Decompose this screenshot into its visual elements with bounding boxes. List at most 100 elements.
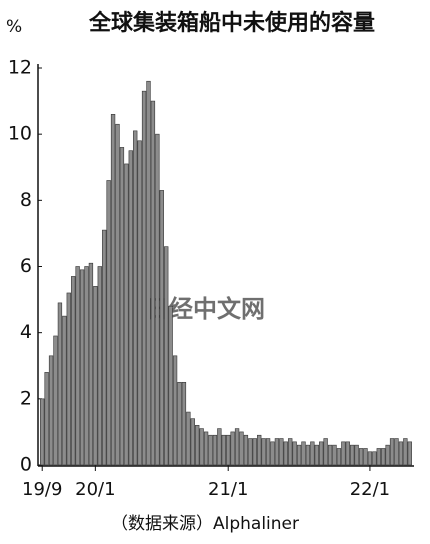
bar bbox=[93, 286, 98, 466]
bar bbox=[75, 266, 80, 466]
bar bbox=[274, 438, 280, 466]
bar bbox=[172, 355, 178, 466]
bar bbox=[221, 434, 226, 466]
bar bbox=[279, 438, 284, 466]
bar bbox=[358, 448, 364, 466]
bar bbox=[243, 434, 249, 466]
bar bbox=[372, 451, 377, 466]
y-tick-label: 6 bbox=[20, 255, 32, 277]
bar bbox=[102, 229, 107, 466]
bar bbox=[141, 90, 147, 466]
y-tick-label: 10 bbox=[8, 123, 32, 145]
x-tick-label: 22/1 bbox=[350, 479, 390, 500]
bar bbox=[124, 163, 129, 466]
x-tick-label: 21/1 bbox=[208, 479, 248, 500]
bar bbox=[181, 381, 187, 466]
bar bbox=[97, 266, 102, 466]
bar bbox=[133, 130, 138, 466]
bar bbox=[159, 190, 164, 466]
bar bbox=[177, 381, 182, 466]
bar bbox=[283, 441, 288, 466]
x-tick-label: 20/1 bbox=[75, 479, 115, 500]
bar bbox=[234, 428, 240, 466]
bar bbox=[217, 428, 222, 466]
bar bbox=[66, 292, 71, 466]
bar bbox=[381, 448, 386, 466]
bar bbox=[40, 398, 45, 466]
bar bbox=[53, 335, 58, 466]
bar bbox=[88, 262, 94, 466]
unit: % bbox=[6, 17, 22, 37]
bar bbox=[327, 444, 333, 466]
chart-title: 全球集装箱船中未使用的容量 bbox=[88, 10, 375, 36]
bar bbox=[403, 438, 408, 466]
bar bbox=[212, 434, 218, 466]
bar bbox=[310, 441, 315, 466]
bar bbox=[137, 140, 142, 466]
bar bbox=[319, 441, 324, 466]
bar bbox=[407, 441, 412, 466]
bar bbox=[71, 276, 76, 466]
bar bbox=[226, 434, 231, 466]
bar bbox=[345, 441, 350, 466]
bar bbox=[190, 418, 195, 466]
bar bbox=[119, 147, 125, 466]
bar bbox=[341, 441, 346, 466]
bar bbox=[292, 441, 297, 466]
bar bbox=[186, 411, 191, 466]
bar bbox=[168, 305, 173, 466]
bar bbox=[203, 431, 209, 466]
bar bbox=[385, 444, 390, 466]
y-tick-label: 2 bbox=[20, 387, 32, 409]
bar bbox=[150, 100, 156, 466]
bar bbox=[239, 431, 244, 466]
bar bbox=[62, 315, 67, 466]
bar bbox=[155, 133, 160, 466]
bar bbox=[367, 451, 373, 466]
bar bbox=[128, 150, 133, 466]
bar bbox=[265, 438, 271, 466]
bar bbox=[208, 434, 213, 466]
y-tick-label: 0 bbox=[20, 454, 32, 476]
bar bbox=[84, 266, 89, 466]
bar bbox=[305, 444, 311, 466]
bar bbox=[110, 114, 116, 466]
bar bbox=[257, 434, 262, 466]
bar bbox=[323, 438, 328, 466]
bar bbox=[164, 246, 169, 466]
bar bbox=[146, 80, 151, 466]
x-tick-label: 19/9 bbox=[22, 479, 62, 500]
bar bbox=[376, 448, 381, 466]
bar bbox=[252, 438, 257, 466]
bar bbox=[363, 448, 368, 466]
bar bbox=[115, 123, 120, 466]
bar bbox=[398, 441, 404, 466]
source: （数据来源）Alphaliner bbox=[111, 514, 299, 534]
bar bbox=[354, 444, 359, 466]
y-tick-label: 8 bbox=[20, 189, 32, 211]
bar bbox=[389, 438, 395, 466]
bar bbox=[57, 302, 63, 466]
y-tick-label: 12 bbox=[8, 57, 32, 79]
bar bbox=[270, 441, 275, 466]
bar bbox=[296, 444, 302, 466]
bar bbox=[48, 355, 54, 466]
bar bbox=[332, 444, 337, 466]
bar bbox=[230, 431, 235, 466]
bar bbox=[199, 428, 204, 466]
bar bbox=[301, 441, 306, 466]
bar bbox=[394, 438, 399, 466]
bar bbox=[314, 444, 319, 466]
bar bbox=[248, 438, 253, 466]
bar bbox=[350, 444, 355, 466]
y-tick-label: 4 bbox=[20, 321, 32, 343]
bar bbox=[44, 372, 49, 466]
bar bbox=[106, 180, 111, 466]
bar bbox=[261, 438, 266, 466]
bar bbox=[288, 438, 293, 466]
bar bbox=[195, 424, 200, 466]
bar bbox=[336, 448, 342, 466]
bar bbox=[79, 269, 85, 466]
